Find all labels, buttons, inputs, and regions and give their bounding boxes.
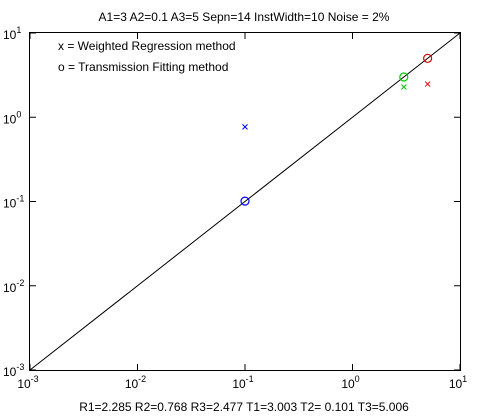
x-tick-label: 10-3 — [17, 374, 38, 391]
o-marker-transmission-fitting — [399, 72, 409, 82]
x-marker-weighted-regression — [424, 81, 431, 87]
x-tick-label: 10-2 — [125, 374, 146, 391]
o-marker-transmission-fitting — [240, 196, 250, 206]
x-marker-weighted-regression — [242, 124, 248, 130]
y-tick-label: 10-2 — [3, 278, 24, 295]
identity-reference-line — [29, 32, 461, 371]
legend-entry-weighted-regression: x = Weighted Regression method — [58, 39, 236, 53]
legend: x = Weighted Regression method o = Trans… — [58, 39, 236, 74]
chart-title: A1=3 A2=0.1 A3=5 Sepn=14 InstWidth=10 No… — [99, 10, 390, 24]
y-tick-label: 101 — [3, 25, 21, 42]
x-tick-label: 101 — [449, 374, 467, 391]
x-marker-weighted-regression — [400, 84, 407, 90]
y-tick-label: 100 — [3, 109, 21, 126]
y-axis-ticks: 10-3 10-2 10-1 100 101 — [3, 25, 460, 379]
chart-results-caption: R1=2.285 R2=0.768 R3=2.477 T1=3.003 T2= … — [79, 400, 409, 414]
x-tick-label: 100 — [341, 374, 359, 391]
legend-entry-transmission-fitting: o = Transmission Fitting method — [58, 60, 228, 74]
x-axis-ticks: 10-3 10-2 10-1 100 101 — [17, 33, 467, 391]
y-tick-label: 10-1 — [3, 194, 24, 211]
o-marker-transmission-fitting — [423, 53, 433, 63]
x-tick-label: 10-1 — [232, 374, 253, 391]
data-markers — [240, 53, 433, 206]
y-tick-label: 10-3 — [3, 362, 24, 379]
